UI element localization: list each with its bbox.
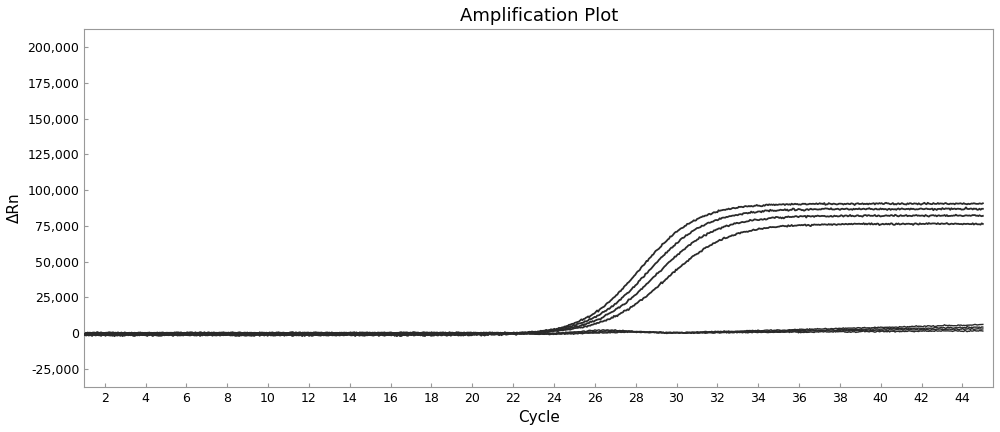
Title: Amplification Plot: Amplification Plot	[460, 7, 618, 25]
Y-axis label: ΔRn: ΔRn	[7, 193, 22, 223]
X-axis label: Cycle: Cycle	[518, 410, 560, 425]
